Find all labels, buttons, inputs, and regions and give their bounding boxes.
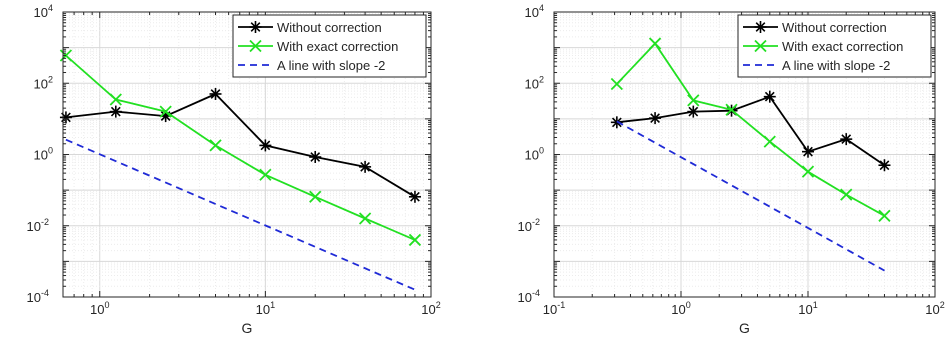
data-point [840, 133, 853, 146]
data-point [610, 77, 623, 91]
data-point [801, 165, 815, 178]
legend: Without correction With exact correction A… [232, 14, 427, 78]
data-point [763, 135, 776, 148]
tick-marks [553, 11, 936, 298]
series-line [65, 54, 416, 241]
data-point [649, 112, 662, 125]
data-point [209, 139, 222, 152]
data-point [259, 168, 272, 181]
x-axis-label: G [739, 320, 750, 336]
y-tick-label: 10-4 [27, 288, 49, 305]
y-tick-label: 10-4 [518, 288, 540, 305]
series-line [65, 92, 416, 198]
series-line [616, 42, 885, 217]
y-tick-label: 104 [34, 3, 53, 20]
legend-label: Without correction [782, 20, 887, 35]
y-tick-label: 100 [525, 146, 544, 163]
x-tick-label: 102 [925, 300, 944, 317]
series-1 [610, 90, 891, 172]
data-point [687, 94, 700, 107]
data-point [109, 105, 122, 118]
data-point [259, 139, 272, 152]
tick-marks [62, 11, 432, 298]
series-2 [610, 37, 891, 222]
series-line [616, 95, 886, 166]
series-3 [65, 138, 416, 291]
legend-label: With exact correction [277, 39, 398, 54]
legend-label: A line with slope -2 [782, 58, 890, 73]
series-3 [616, 120, 885, 272]
data-point [358, 212, 372, 225]
legend-entry-3: A line with slope -2 [238, 58, 385, 73]
legend-entry-1: Without correction [238, 20, 382, 35]
data-point [359, 160, 372, 173]
x-tick-label: 100 [90, 300, 109, 317]
y-tick-label: 10-2 [27, 217, 49, 234]
chart-panel-2: 10-1 100 101 102 10-4 10-2 100 102 104 G Without c… [518, 3, 945, 336]
legend-label: With exact correction [782, 39, 903, 54]
data-point [209, 87, 222, 100]
legend-marker [754, 21, 767, 33]
y-tick-label: 102 [525, 74, 544, 91]
x-tick-label: 100 [671, 300, 690, 317]
legend: Without correction With exact correction A… [737, 14, 932, 78]
data-point [802, 145, 814, 158]
data-point [725, 103, 738, 116]
series-2 [59, 49, 422, 247]
x-tick-label: 10-1 [543, 300, 565, 317]
data-point [840, 188, 853, 201]
data-point [59, 111, 72, 124]
data-point [878, 159, 891, 172]
y-tick-label: 10-2 [518, 217, 540, 234]
data-point [408, 190, 421, 203]
legend-entry-2: With exact correction [238, 39, 398, 54]
x-axis-label: G [242, 320, 253, 336]
legend-marker [249, 21, 262, 33]
data-point [159, 105, 172, 118]
data-point [687, 105, 700, 118]
x-tick-label: 101 [256, 300, 275, 317]
legend-label: Without correction [277, 20, 382, 35]
data-point [309, 190, 322, 203]
x-tick-label: 101 [798, 300, 817, 317]
data-point [309, 151, 322, 164]
legend-marker [754, 39, 767, 53]
data-point [763, 90, 776, 103]
chart-panel-1: 100 101 102 10-4 10-2 100 102 104 G Without corre… [27, 3, 441, 336]
y-tick-label: 102 [34, 74, 53, 91]
legend-entry-2: With exact correction [743, 39, 903, 54]
data-point [648, 37, 662, 50]
legend-label: A line with slope -2 [277, 58, 385, 73]
x-tick-label: 102 [421, 300, 440, 317]
series-line [616, 120, 885, 272]
legend-marker [249, 39, 262, 53]
y-tick-label: 104 [525, 3, 544, 20]
legend-entry-1: Without correction [743, 20, 887, 35]
legend-entry-3: A line with slope -2 [743, 58, 890, 73]
data-point [109, 93, 122, 106]
data-point [408, 233, 422, 247]
y-tick-label: 100 [34, 146, 53, 163]
series-line [65, 138, 416, 291]
data-point [878, 209, 891, 222]
